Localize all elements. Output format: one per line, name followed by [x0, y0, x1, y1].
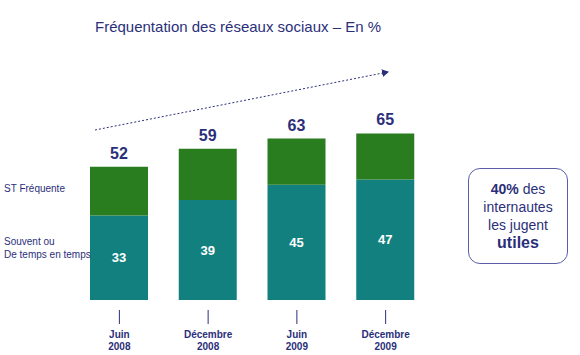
html-text:ST Fréquente: ST Fréquente — [4, 183, 65, 194]
svg-text:47: 47 — [378, 232, 392, 247]
html-text:les jugent: les jugent — [488, 217, 548, 233]
svg-text:Décembre: Décembre — [184, 329, 233, 340]
svg-text:2009: 2009 — [286, 341, 309, 352]
html-text:internautes: internautes — [483, 199, 553, 215]
svg-text:33: 33 — [112, 250, 126, 265]
svg-text:2009: 2009 — [375, 341, 398, 352]
svg-text:Juin: Juin — [109, 329, 130, 340]
svg-text:63: 63 — [288, 117, 306, 134]
html-text:utiles: utiles — [497, 234, 539, 251]
svg-text:52: 52 — [110, 145, 128, 162]
svg-text:59: 59 — [199, 127, 217, 144]
svg-text:65: 65 — [376, 111, 394, 128]
svg-text:45: 45 — [289, 235, 303, 250]
svg-text:39: 39 — [201, 243, 215, 258]
html-text:Fréquentation des réseaux soci: Fréquentation des réseaux sociaux – En % — [95, 18, 381, 35]
html-text:Souvent ou De temps en temps: Souvent ou De temps en temps — [4, 236, 91, 260]
svg-text:2008: 2008 — [108, 341, 131, 352]
svg-text:2008: 2008 — [197, 341, 220, 352]
html-text:40% des: 40% des — [490, 181, 546, 197]
svg-text:Décembre: Décembre — [361, 329, 410, 340]
svg-text:Juin: Juin — [287, 329, 308, 340]
